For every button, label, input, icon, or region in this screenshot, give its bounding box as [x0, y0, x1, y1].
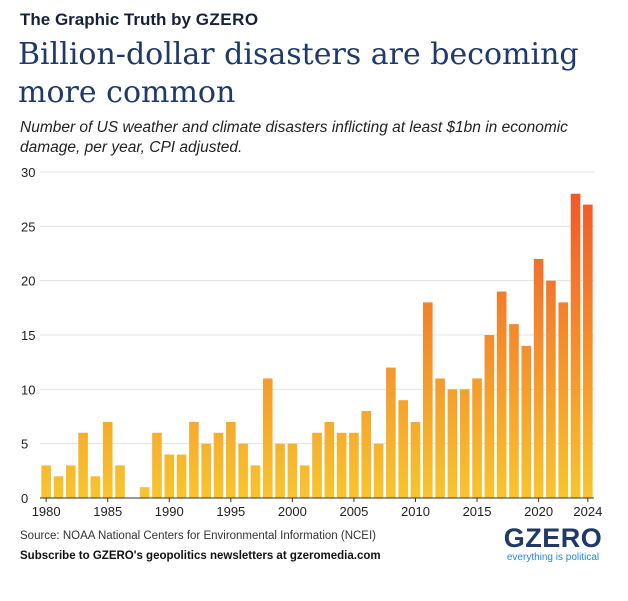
bar-1991	[176, 454, 187, 498]
bar-1995	[226, 421, 236, 498]
x-axis: 1980 1985 1990 1995 2000 2005 2010 2015 2020 2024	[32, 498, 602, 519]
y-tick-label: 20	[21, 274, 35, 289]
x-tick-label: 1980	[32, 504, 61, 519]
y-tick-label: 5	[21, 437, 28, 452]
kicker-prefix: The Graphic Truth by	[20, 10, 191, 29]
bar-2017	[496, 291, 507, 498]
bar-2012	[435, 378, 445, 498]
bar-2000	[287, 443, 298, 498]
bar-2013	[447, 389, 458, 498]
source-note: Source: NOAA National Centers for Enviro…	[20, 530, 377, 542]
bar-1994	[213, 432, 224, 498]
bar-2003	[324, 421, 335, 498]
y-tick-label: 0	[21, 491, 28, 506]
chart-subtitle: Number of US weather and climate disaste…	[20, 119, 568, 156]
bar-1985	[102, 421, 113, 498]
bar-2024	[583, 204, 593, 498]
bar-2008	[386, 367, 396, 498]
bars	[41, 193, 593, 498]
y-tick-label: 25	[21, 219, 35, 234]
logo-tagline: everything is political	[506, 552, 600, 563]
bar-1986	[115, 465, 125, 498]
x-tick-label: 2010	[401, 504, 430, 519]
bar-1999	[275, 443, 285, 498]
x-tick-label: 2005	[339, 504, 368, 519]
bar-1989	[152, 432, 162, 498]
bar-2019	[521, 345, 532, 498]
bar-1992	[189, 421, 199, 498]
bar-2010	[410, 421, 421, 498]
x-tick-label: 2000	[278, 504, 307, 519]
bar-1982	[65, 465, 76, 498]
y-tick-label: 10	[21, 382, 35, 397]
bar-2007	[373, 443, 384, 498]
chart-title: Billion-dollar disasters are becoming mo…	[18, 37, 579, 110]
bar-2023	[570, 193, 581, 498]
kicker-brand: GZERO	[195, 10, 259, 29]
subscribe-link[interactable]: Subscribe to GZERO's geopolitics newslet…	[20, 550, 381, 562]
bar-1981	[53, 476, 64, 498]
x-tick-label: 1985	[93, 504, 122, 519]
bar-2016	[484, 335, 495, 498]
bar-1980	[41, 465, 51, 498]
bar-1988	[139, 487, 150, 498]
bar-1997	[250, 465, 261, 498]
y-tick-label: 30	[21, 165, 35, 180]
bar-2001	[299, 465, 310, 498]
bar-2009	[398, 400, 408, 498]
bar-2020	[533, 258, 544, 498]
x-tick-label: 2020	[524, 504, 553, 519]
bar-1990	[164, 454, 175, 498]
x-tick-label: 2015	[463, 504, 492, 519]
bar-2022	[558, 302, 569, 498]
bar-2006	[361, 411, 372, 498]
logo-mark: GZERO	[503, 523, 603, 553]
gzero-logo: GZERO everything is political	[498, 524, 608, 564]
bar-1996	[238, 443, 248, 498]
bar-2014	[459, 389, 470, 498]
y-axis: 0 5 10 15 20 25 30	[21, 165, 35, 506]
x-tick-label: 1990	[155, 504, 184, 519]
bar-2018	[509, 324, 519, 498]
bar-2021	[546, 280, 556, 498]
bar-1983	[78, 432, 88, 498]
x-tick-label: 2024	[573, 504, 602, 519]
bar-2004	[336, 432, 347, 498]
bar-chart: 0 5 10 15 20 25 30 1980 1985 1990 1995 2000 2005 201…	[21, 165, 602, 519]
bar-1993	[201, 443, 212, 498]
bar-1998	[262, 378, 273, 498]
bar-2005	[349, 432, 359, 498]
kicker: The Graphic Truth by GZERO	[20, 10, 259, 30]
bar-2011	[422, 302, 433, 498]
y-tick-label: 15	[21, 328, 35, 343]
bar-2002	[312, 432, 322, 498]
x-tick-label: 1995	[216, 504, 245, 519]
bar-2015	[472, 378, 482, 498]
bar-1984	[90, 476, 101, 498]
